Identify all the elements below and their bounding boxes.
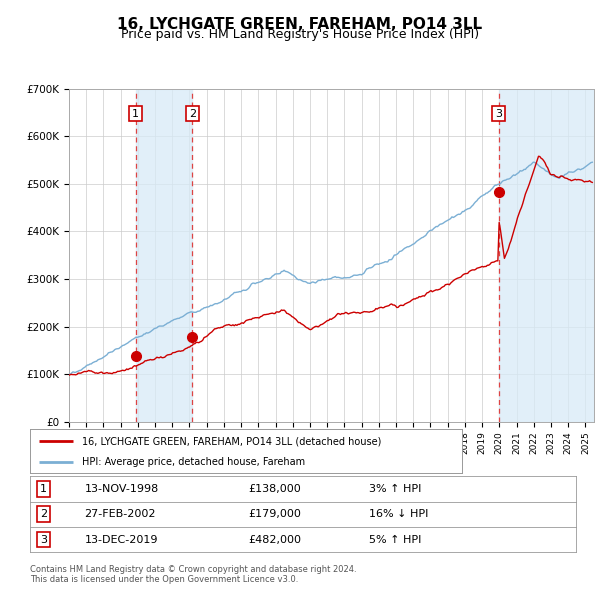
Text: 16, LYCHGATE GREEN, FAREHAM, PO14 3LL (detached house): 16, LYCHGATE GREEN, FAREHAM, PO14 3LL (d… bbox=[82, 437, 381, 446]
Text: 16, LYCHGATE GREEN, FAREHAM, PO14 3LL: 16, LYCHGATE GREEN, FAREHAM, PO14 3LL bbox=[118, 17, 482, 31]
Text: 27-FEB-2002: 27-FEB-2002 bbox=[85, 509, 156, 519]
Text: 1: 1 bbox=[40, 484, 47, 494]
Text: 2: 2 bbox=[188, 109, 196, 119]
Text: 3: 3 bbox=[495, 109, 502, 119]
Text: 13-NOV-1998: 13-NOV-1998 bbox=[85, 484, 159, 494]
Text: Contains HM Land Registry data © Crown copyright and database right 2024.
This d: Contains HM Land Registry data © Crown c… bbox=[30, 565, 356, 584]
Text: 2: 2 bbox=[40, 509, 47, 519]
Text: 16% ↓ HPI: 16% ↓ HPI bbox=[368, 509, 428, 519]
Text: 1: 1 bbox=[132, 109, 139, 119]
Text: 13-DEC-2019: 13-DEC-2019 bbox=[85, 535, 158, 545]
Text: £482,000: £482,000 bbox=[248, 535, 301, 545]
Bar bbox=[499, 88, 594, 422]
Text: 5% ↑ HPI: 5% ↑ HPI bbox=[368, 535, 421, 545]
Text: HPI: Average price, detached house, Fareham: HPI: Average price, detached house, Fare… bbox=[82, 457, 305, 467]
Text: £138,000: £138,000 bbox=[248, 484, 301, 494]
Text: Price paid vs. HM Land Registry's House Price Index (HPI): Price paid vs. HM Land Registry's House … bbox=[121, 28, 479, 41]
Text: £179,000: £179,000 bbox=[248, 509, 301, 519]
Bar bbox=[136, 88, 192, 422]
Text: 3: 3 bbox=[40, 535, 47, 545]
Text: 3% ↑ HPI: 3% ↑ HPI bbox=[368, 484, 421, 494]
